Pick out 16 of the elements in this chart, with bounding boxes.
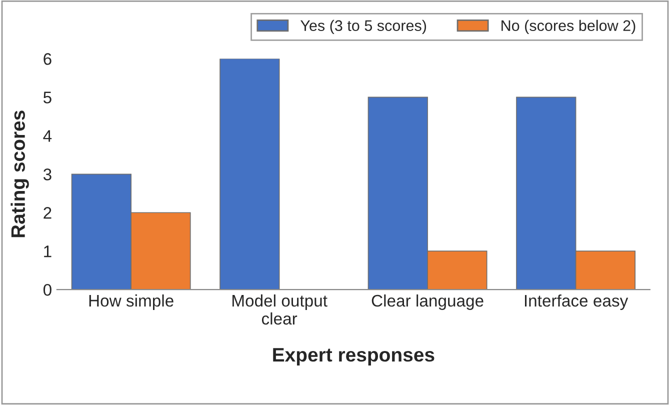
x-tick-label: Interface easy [524,294,628,310]
y-tick-label: 3 [43,168,52,180]
y-tick-label: 1 [44,246,52,258]
y-tick-label: 2 [44,207,52,219]
y-tick-label: 4 [43,130,52,142]
x-tick-label: How simple [89,294,174,310]
x-tick-label: Model output clear [232,294,328,325]
y-tick-label: 6 [44,53,52,65]
x-axis-title: Expert responses [273,348,434,366]
legend-label: No (scores below 2) [502,20,636,34]
y-tick-label: 5 [43,92,52,104]
bar [220,58,280,290]
y-tick-label: 0 [43,284,52,296]
legend-label: Yes (3 to 5 scores) [300,20,426,34]
x-tick-label: Clear language [372,294,484,310]
y-axis-title: Rating scores [10,110,29,238]
